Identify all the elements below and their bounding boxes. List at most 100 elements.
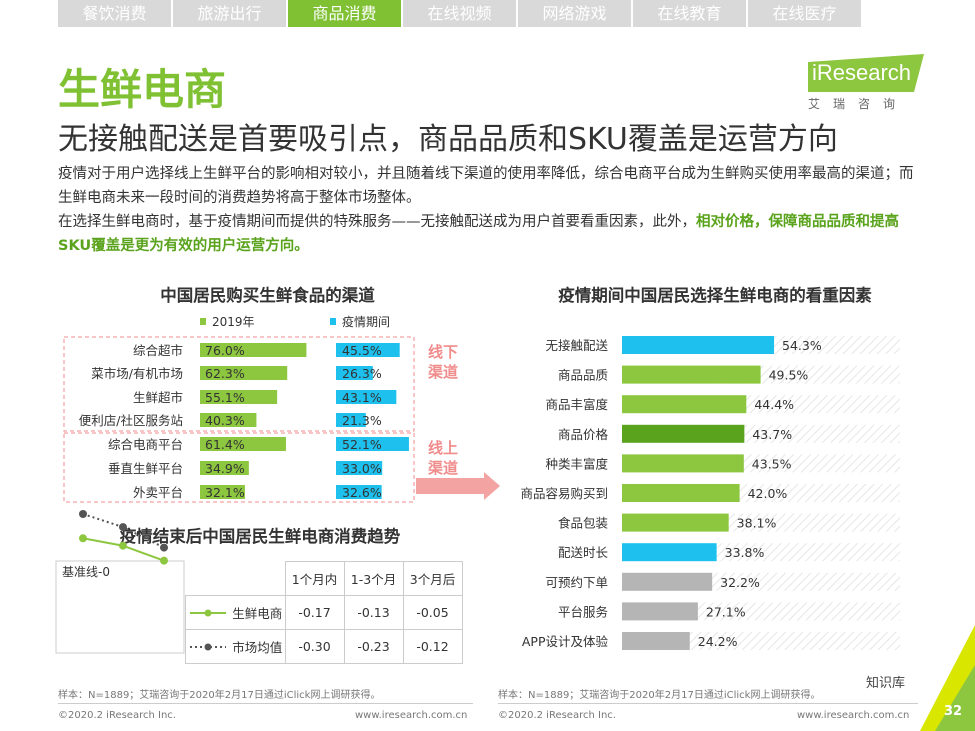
- factor-bar: [622, 543, 717, 562]
- factor-bar: [622, 513, 729, 532]
- data-label: 24.2%: [698, 634, 738, 649]
- trend-value: -0.30: [284, 629, 345, 664]
- category-label: APP设计及体验: [522, 634, 609, 649]
- category-label: 商品容易购买到: [520, 486, 608, 501]
- series-line-icon: [190, 609, 227, 617]
- trend-header: 3个月后: [402, 561, 463, 596]
- group-label: 线下: [428, 343, 458, 361]
- data-label: 26.3%: [342, 366, 382, 381]
- page-number: 32: [944, 704, 963, 719]
- website-link-right[interactable]: www.iresearch.com.cn: [797, 710, 910, 721]
- data-label: 40.3%: [205, 413, 245, 428]
- data-label: 33.0%: [342, 461, 382, 476]
- data-label: 38.1%: [737, 516, 777, 531]
- bar-2019: [200, 437, 286, 451]
- factor-bar: [622, 395, 747, 414]
- trend-table-corner: [185, 561, 286, 596]
- data-point: [119, 541, 127, 550]
- category-label: 外卖平台: [133, 485, 183, 500]
- tab-item[interactable]: 网络游戏: [518, 0, 631, 27]
- data-label: 32.6%: [342, 485, 382, 500]
- tab-item[interactable]: 在线视频: [403, 0, 516, 27]
- bar-2019: [200, 485, 245, 499]
- watermark-text: 知识库: [866, 676, 906, 691]
- data-label: 76.0%: [205, 343, 245, 358]
- legend-swatch: [330, 318, 336, 325]
- category-label: 商品丰富度: [545, 397, 608, 412]
- category-label: 商品价格: [558, 427, 609, 442]
- bar-2019: [200, 413, 257, 427]
- data-label: 32.2%: [720, 575, 760, 590]
- data-label: 42.0%: [748, 486, 788, 501]
- bar-epidemic: [336, 461, 383, 475]
- factor-bar: [622, 365, 761, 384]
- category-label: 生鲜超市: [133, 390, 183, 405]
- legend-label: 疫情期间: [342, 314, 390, 329]
- data-label: 43.7%: [752, 427, 792, 442]
- data-label: 45.5%: [342, 343, 382, 358]
- bar-epidemic: [336, 366, 373, 380]
- trend-series-name: 市场均值: [232, 640, 283, 655]
- corner-decoration: [920, 625, 975, 731]
- tab-item[interactable]: 在线医疗: [748, 0, 861, 27]
- trend-value: -0.05: [402, 595, 463, 630]
- trend-series-cell: 市场均值: [185, 629, 286, 664]
- category-label: 菜市场/有机市场: [91, 366, 183, 381]
- group-label: 渠道: [428, 363, 458, 381]
- offline-group-box: [63, 336, 415, 432]
- tab-item[interactable]: 餐饮消费: [58, 0, 171, 27]
- legend-swatch: [200, 318, 206, 325]
- iresearch-logo: [808, 54, 924, 92]
- logo-text: iResearch: [812, 60, 912, 85]
- trend-header: 1个月内: [284, 561, 345, 596]
- bar-epidemic: [336, 413, 366, 427]
- sample-note-right: 样本：N=1889；艾瑞咨询于2020年2月17日通过iClick网上调研获得。: [498, 690, 821, 701]
- bar-epidemic: [336, 485, 382, 499]
- category-label: 配送时长: [558, 545, 609, 560]
- category-label: 平台服务: [558, 604, 608, 619]
- data-label: 62.3%: [205, 366, 245, 381]
- factor-bar: [622, 602, 698, 621]
- arrow-icon: [416, 472, 500, 500]
- data-label: 34.9%: [205, 461, 245, 476]
- website-link-left[interactable]: www.iresearch.com.cn: [355, 710, 468, 721]
- channel-chart-title: 中国居民购买生鲜食品的渠道: [160, 286, 375, 305]
- tab-item[interactable]: 在线教育: [633, 0, 746, 27]
- category-label: 垂直生鲜平台: [108, 461, 183, 476]
- factor-bar: [622, 484, 740, 502]
- logo-subtext: 艾瑞咨询: [808, 97, 909, 111]
- bar-epidemic: [336, 390, 397, 404]
- category-label: 综合电商平台: [108, 437, 183, 452]
- data-label: 44.4%: [754, 397, 794, 412]
- paragraph-2: 在选择生鲜电商时，基于疫情期间而提供的特殊服务——无接触配送成为用户首要看重因素…: [58, 210, 920, 258]
- tab-item[interactable]: 旅游出行: [173, 0, 286, 27]
- trend-plot-frame: [55, 560, 185, 654]
- data-label: 33.8%: [725, 545, 765, 560]
- page-subtitle: 无接触配送是首要吸引点，商品品质和SKU覆盖是运营方向: [58, 122, 838, 157]
- online-group-box: [63, 432, 415, 503]
- page-title: 生鲜电商: [58, 65, 227, 114]
- data-label: 55.1%: [205, 390, 245, 405]
- data-label: 43.1%: [342, 390, 382, 405]
- footer-divider-left: [58, 703, 473, 704]
- paragraph-1: 疫情对于用户选择线上生鲜平台的影响相对较小，并且随着线下渠道的使用率降低，综合电…: [58, 166, 914, 206]
- factor-bar: [622, 454, 744, 473]
- paragraph-2-highlight: 相对价格，保障商品品质和提高SKU覆盖是更为有效的用户运营方向。: [58, 214, 899, 254]
- category-tabs: 餐饮消费 旅游出行 商品消费 在线视频 网络游戏 在线教育 在线医疗: [58, 0, 861, 27]
- bar-epidemic: [336, 343, 400, 357]
- data-label: 32.1%: [205, 485, 245, 500]
- data-label: 43.5%: [752, 456, 792, 471]
- group-label: 线上: [428, 439, 458, 457]
- trend-value: -0.12: [402, 629, 463, 664]
- bar-2019: [200, 343, 307, 357]
- factor-chart-title: 疫情期间中国居民选择生鲜电商的看重因素: [558, 286, 872, 305]
- trend-series-name: 生鲜电商: [232, 606, 283, 621]
- tab-item[interactable]: 商品消费: [288, 0, 401, 27]
- legend-label: 2019年: [212, 315, 255, 329]
- factor-bar: [622, 336, 775, 354]
- sample-note-left: 样本：N=1889；艾瑞咨询于2020年2月17日通过iClick网上调研获得。: [58, 690, 381, 701]
- trend-chart-title: 疫情结束后中国居民生鲜电商消费趋势: [119, 527, 401, 546]
- category-label: 综合超市: [133, 343, 183, 358]
- category-label: 无接触配送: [545, 338, 608, 353]
